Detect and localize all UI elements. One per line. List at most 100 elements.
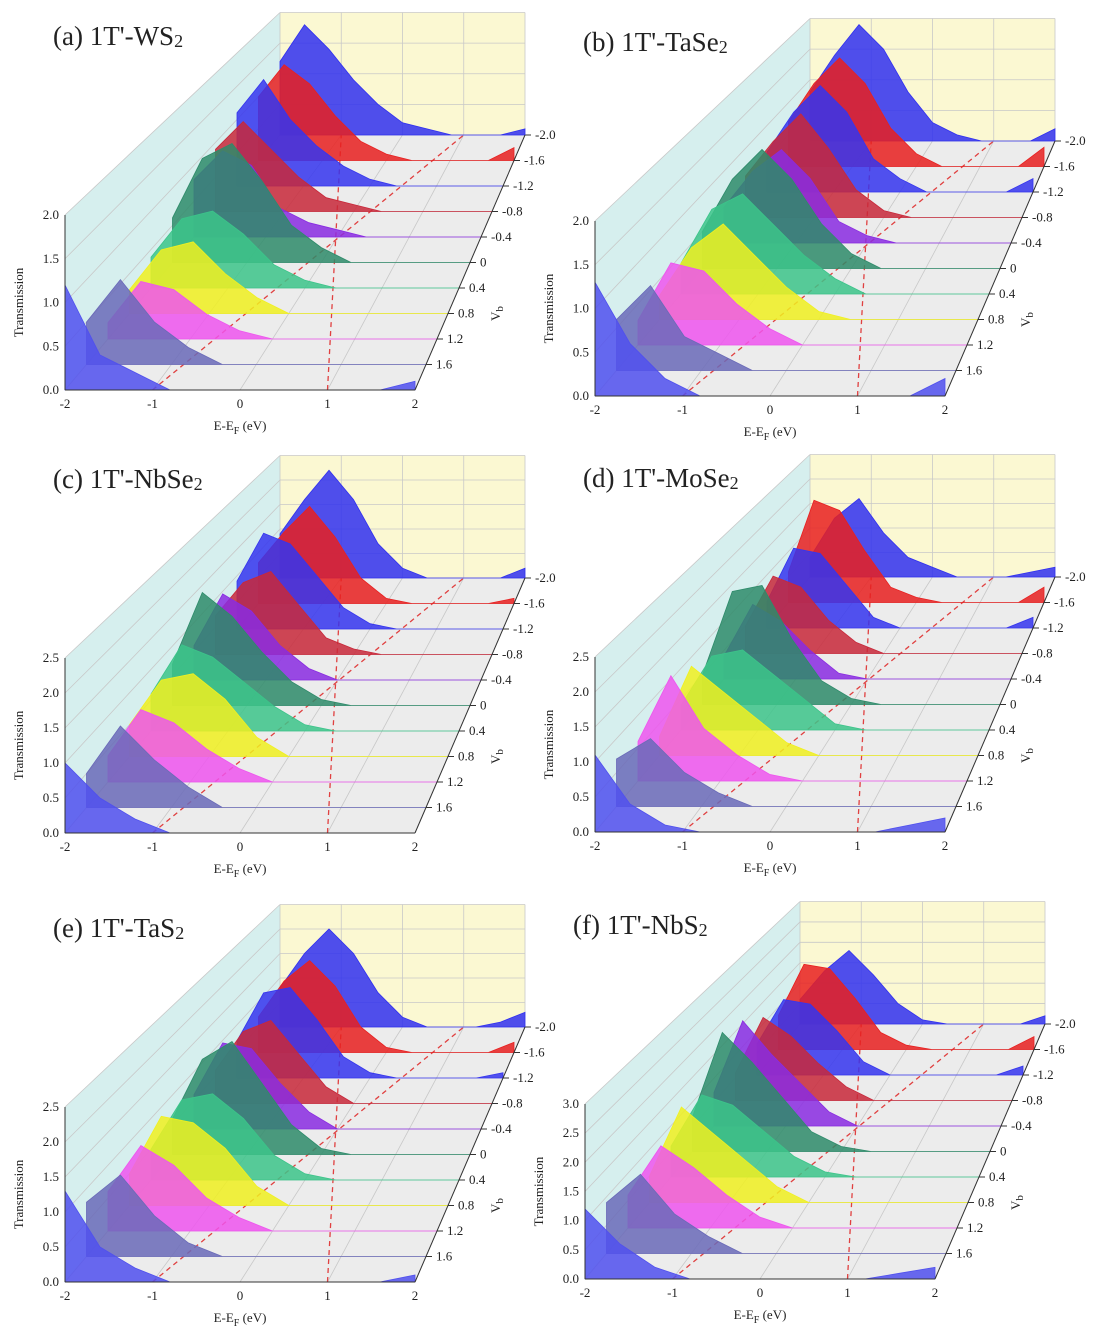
z-tick-label: -0.4 <box>491 1121 512 1136</box>
grid-line <box>594 48 811 266</box>
z-tick-label: -2.0 <box>535 1019 556 1034</box>
panel-title: (b) 1T'-TaSe2 <box>583 27 728 57</box>
z-tick-label: -0.8 <box>502 647 523 662</box>
z-tick-label: 0 <box>480 698 487 713</box>
z-tick-label: 0 <box>480 1147 487 1162</box>
x-axis-label: E-EF (eV) <box>744 424 797 443</box>
title-sub: 2 <box>730 473 739 493</box>
x-tick-label: 2 <box>942 838 949 853</box>
z-tick-label: 1.2 <box>977 773 993 788</box>
panel-title: (a) 1T'-WS2 <box>53 21 183 51</box>
z-label-main: V <box>1018 317 1033 327</box>
y-tick-label: 1.5 <box>573 257 589 272</box>
transmission-area <box>799 949 1046 1025</box>
z-tick-label: -2.0 <box>535 570 556 585</box>
z-axis <box>934 1023 1046 1280</box>
x-tick-label: -2 <box>60 1288 71 1303</box>
y-tick-label: 1.0 <box>563 1213 579 1228</box>
title-sub: 2 <box>175 923 184 943</box>
x-tick-label: 2 <box>412 1288 419 1303</box>
x-tick-label: 2 <box>942 402 949 417</box>
x-tick-label: -1 <box>677 402 688 417</box>
z-tick-label: -2.0 <box>1065 133 1086 148</box>
transmission-area <box>215 1020 492 1104</box>
y-axis-label: Transmission <box>11 267 26 337</box>
z-tick-label: 0.8 <box>458 306 474 321</box>
grid-line <box>584 942 801 1163</box>
z-tick-label: -1.2 <box>513 1070 534 1085</box>
x-label-sub: F <box>764 432 770 443</box>
y-tick-label: 0.5 <box>573 344 589 359</box>
z-tick-label: 0.4 <box>999 286 1016 301</box>
z-axis <box>414 134 526 391</box>
transmission-area <box>756 999 1024 1076</box>
transmission-area <box>778 963 1035 1050</box>
z-tick-label: 0.8 <box>458 749 474 764</box>
panel: -2 -1 0 1 2 0.0 0.5 1.0 1.5 2.0 2.5 -2.0 -1.6 -1.2 -0.… <box>11 904 556 1329</box>
x-label-sub: F <box>234 1318 240 1329</box>
x-axis-label: E-EF (eV) <box>734 1307 787 1326</box>
transmission-area <box>86 1174 426 1257</box>
transmission-area <box>258 64 515 161</box>
y-axis-label: Transmission <box>11 710 26 780</box>
transmission-area <box>692 1031 990 1152</box>
z-axis-label: Vb <box>488 306 506 321</box>
z-tick-label: 1.2 <box>447 331 463 346</box>
y-tick-label: 2.5 <box>563 1125 579 1140</box>
y-tick-label: 2.0 <box>573 213 589 228</box>
transmission-area <box>150 210 459 289</box>
z-tick-label: -1.6 <box>524 153 545 168</box>
transmission-area <box>637 262 967 346</box>
x-tick-label: -2 <box>590 838 601 853</box>
transmission-area <box>215 571 492 655</box>
x-tick-label: 0 <box>757 1285 764 1300</box>
z-label-main: V <box>488 1203 503 1213</box>
x-label-unit: (eV) <box>769 424 796 439</box>
y-tick-label: 2.5 <box>43 1099 59 1114</box>
z-tick-label: -0.8 <box>1032 646 1053 661</box>
z-tick-label: 1.2 <box>977 337 993 352</box>
z-tick-label: -1.2 <box>513 178 534 193</box>
x-label-unit: (eV) <box>239 418 266 433</box>
z-axis-label: Vb <box>488 749 506 764</box>
grid-line <box>594 478 811 693</box>
transmission-area <box>627 1145 957 1229</box>
x-tick-label: 0 <box>237 839 244 854</box>
grid-line <box>64 455 281 659</box>
transmission-area <box>86 725 426 808</box>
y-tick-label: 0.5 <box>563 1242 579 1257</box>
z-tick-label: -1.2 <box>1043 620 1064 635</box>
y-tick-label: 0.0 <box>563 1271 579 1286</box>
transmission-area <box>107 1144 437 1232</box>
y-tick-label: 0.0 <box>43 382 59 397</box>
grid-line <box>594 18 811 222</box>
y-tick-label: 2.0 <box>43 685 59 700</box>
x-tick-label: 2 <box>412 839 419 854</box>
grid-line <box>64 977 281 1213</box>
panel-title: (e) 1T'-TaS2 <box>53 913 184 943</box>
transmission-area <box>86 278 426 365</box>
z-tick-label: -0.8 <box>502 1096 523 1111</box>
transmission-area <box>659 665 978 756</box>
y-tick-label: 1.0 <box>573 301 589 316</box>
transmission-area <box>735 1016 1012 1101</box>
x-tick-label: 2 <box>412 396 419 411</box>
transmission-area <box>745 575 1022 654</box>
y-tick-label: 1.0 <box>43 295 59 310</box>
transmission-area <box>637 674 967 782</box>
z-tick-label: -1.2 <box>1043 184 1064 199</box>
transmission-area <box>702 585 1000 705</box>
z-axis-label: Vb <box>488 1198 506 1213</box>
transmission-area <box>766 547 1034 629</box>
y-tick-label: 0.5 <box>43 790 59 805</box>
transmission-area <box>680 649 989 731</box>
z-tick-label: -0.4 <box>1021 235 1042 250</box>
transmission-area <box>659 223 978 320</box>
grid-line <box>64 904 281 1108</box>
z-label-main: V <box>488 311 503 321</box>
y-tick-label: 0.0 <box>43 1274 59 1289</box>
z-tick-label: -1.2 <box>513 621 534 636</box>
transmission-area <box>606 1173 946 1254</box>
panel-title: (c) 1T'-NbSe2 <box>53 464 203 494</box>
x-label-main: E-E <box>744 424 764 439</box>
